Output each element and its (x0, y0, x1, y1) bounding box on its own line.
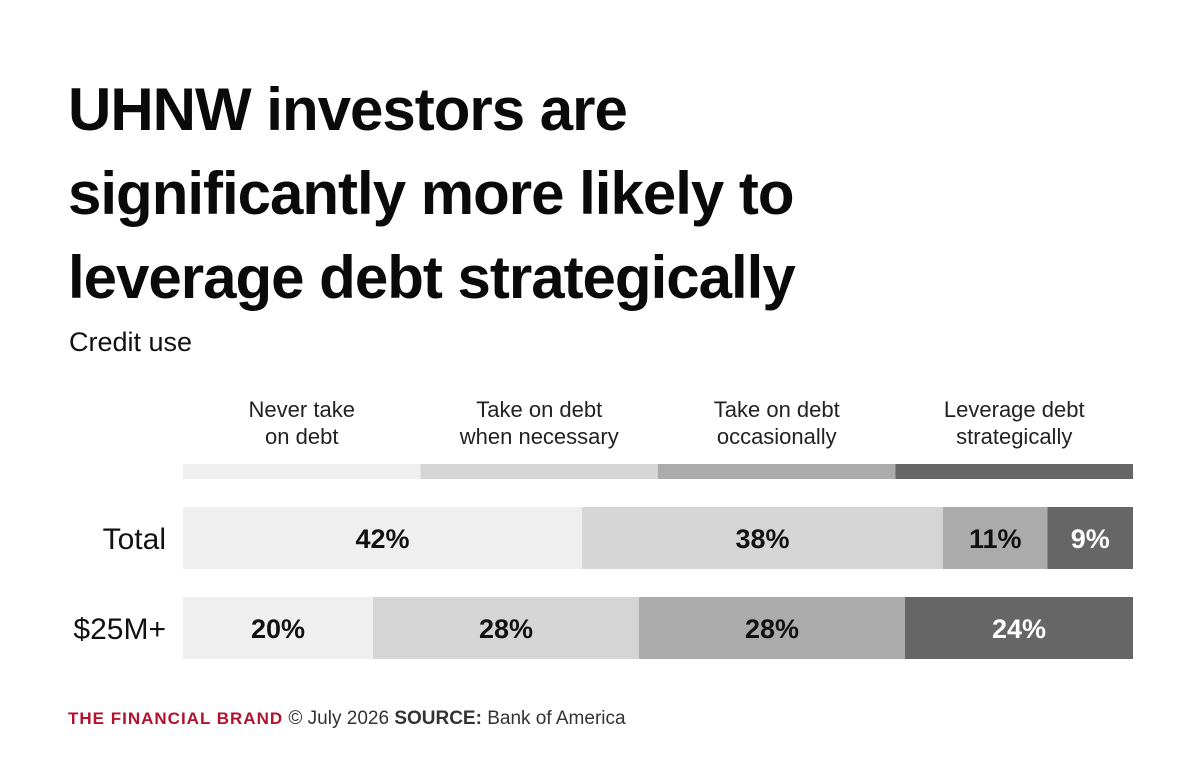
bars: Total 42% 38% 11% 9% $25M+ 20% 28% 28% 24% (73, 507, 1133, 659)
bar-segment-r2-s3 (639, 597, 905, 659)
bar-segment-r1-s3 (943, 507, 1048, 569)
chart-subtitle: Credit use (69, 327, 193, 357)
chart-title: UHNW investors are significantly more li… (68, 76, 796, 311)
legend-label-1-line-1: Never take (249, 397, 355, 422)
legend-label-4-line-2: strategically (956, 424, 1072, 449)
source-label: SOURCE: (394, 708, 482, 729)
bar-segment-r2-s4 (905, 597, 1133, 659)
brand-logo-text: THE FINANCIAL BRAND (68, 709, 284, 728)
category-label-2: $25M+ (73, 613, 166, 646)
legend-label-2-line-2: when necessary (459, 424, 619, 449)
legend-swatch-4 (895, 464, 1133, 479)
source-name: Bank of America (487, 708, 626, 729)
footer: THE FINANCIAL BRAND © July 2026 SOURCE: … (68, 708, 626, 730)
legend-label-2-line-1: Take on debt (476, 397, 602, 422)
data-label-r1-s3: 11% (969, 524, 1022, 554)
data-label-r1-s1: 42% (355, 524, 409, 554)
legend-label-3-line-2: occasionally (717, 424, 837, 449)
category-label-1: Total (103, 523, 166, 556)
legend-label-3-line-1: Take on debt (714, 397, 840, 422)
legend-label-1-line-2: on debt (265, 424, 338, 449)
data-label-r2-s4: 24% (992, 614, 1046, 644)
data-label-r1-s4: 9% (1071, 524, 1110, 554)
bar-segment-r1-s2 (582, 507, 943, 569)
legend-swatch-3 (658, 464, 896, 479)
data-label-r2-s1: 20% (251, 614, 305, 644)
bar-segment-r1-s4 (1047, 507, 1133, 569)
legend-swatch-1 (183, 464, 421, 479)
data-label-r2-s2: 28% (479, 614, 533, 644)
data-label-r2-s3: 28% (745, 614, 799, 644)
bar-segment-r2-s2 (373, 597, 639, 659)
data-label-r1-s2: 38% (735, 524, 789, 554)
footer-date: © July 2026 (288, 708, 390, 729)
legend-swatch-2 (420, 464, 658, 479)
bar-segment-r2-s1 (183, 597, 373, 659)
legend-label-4-line-1: Leverage debt (944, 397, 1085, 422)
bar-segment-r1-s1 (183, 507, 582, 569)
